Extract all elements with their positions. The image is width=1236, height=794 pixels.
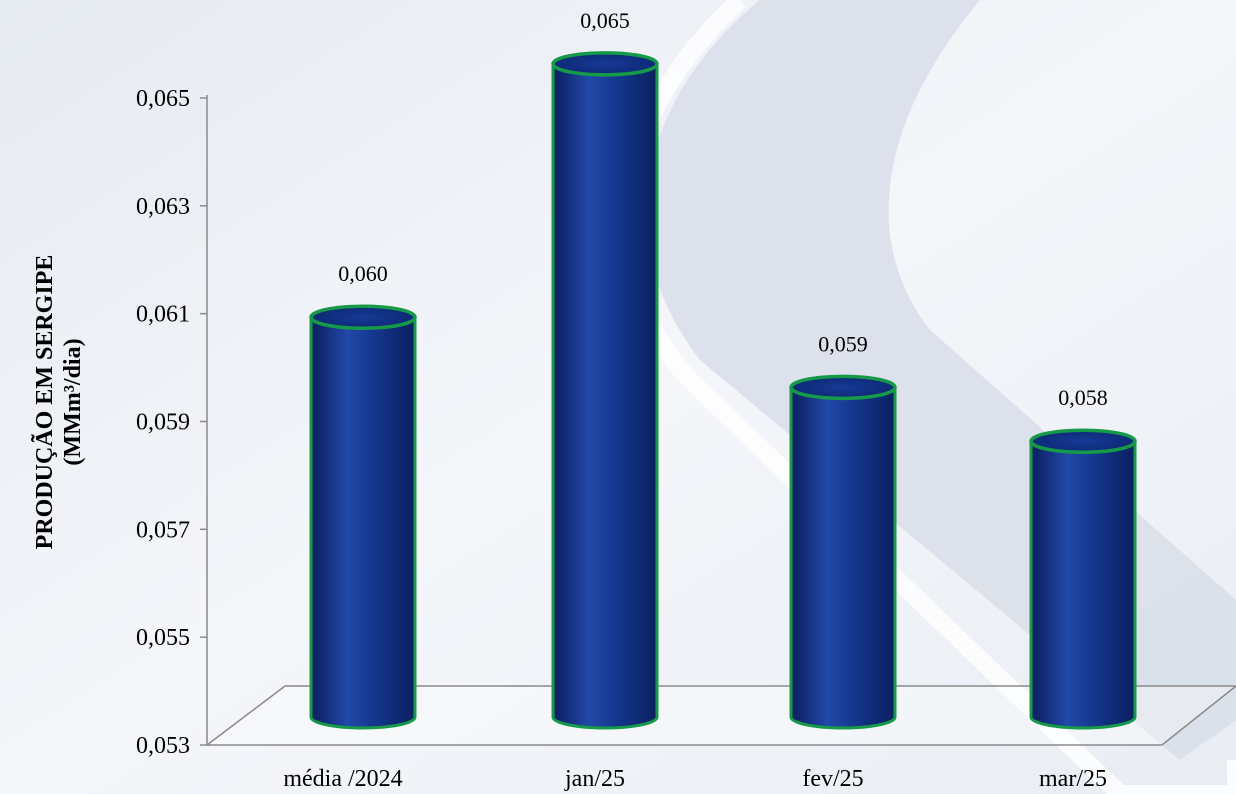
data-label: 0,060 [338,261,388,286]
x-tick-label: fev/25 [802,766,863,792]
y-tick-label: 0,063 [136,194,190,220]
y-tick-label: 0,055 [136,625,190,651]
bar-top [789,374,897,401]
y-axis-unit: (MMm³/dia) [60,338,86,465]
bar-body [309,315,417,730]
bar-body [551,62,659,730]
bar [789,374,897,730]
x-tick-label: jan/25 [564,766,625,792]
y-tick-label: 0,053 [136,733,190,759]
y-axis-title: PRODUÇÃO EM SERGIPE [32,255,58,550]
bar-top [551,51,659,77]
x-tick-label: mar/25 [1039,766,1107,792]
y-tick-label: 0,065 [136,86,190,112]
bar-top [1029,428,1137,454]
data-label: 0,065 [580,8,630,33]
y-axis-ticks: 0,053 0,055 0,057 0,059 0,061 0,063 0,065 [136,86,207,759]
bar [1029,428,1137,730]
bar-body [1029,439,1137,730]
bar-body [789,385,897,730]
bar [551,51,659,730]
bar [309,304,417,730]
data-label: 0,059 [818,331,868,356]
y-tick-label: 0,057 [136,517,190,543]
x-axis-labels: média /2024 jan/25 fev/25 mar/25 [283,766,1107,792]
x-tick-label: média /2024 [283,766,402,792]
y-tick-label: 0,061 [136,302,190,328]
plot-floor [204,685,1236,746]
data-label: 0,058 [1058,385,1108,410]
y-tick-label: 0,059 [136,410,190,436]
bars-group: 0,060 0,065 0,059 0,058 [309,8,1137,730]
bar-top [309,304,417,330]
